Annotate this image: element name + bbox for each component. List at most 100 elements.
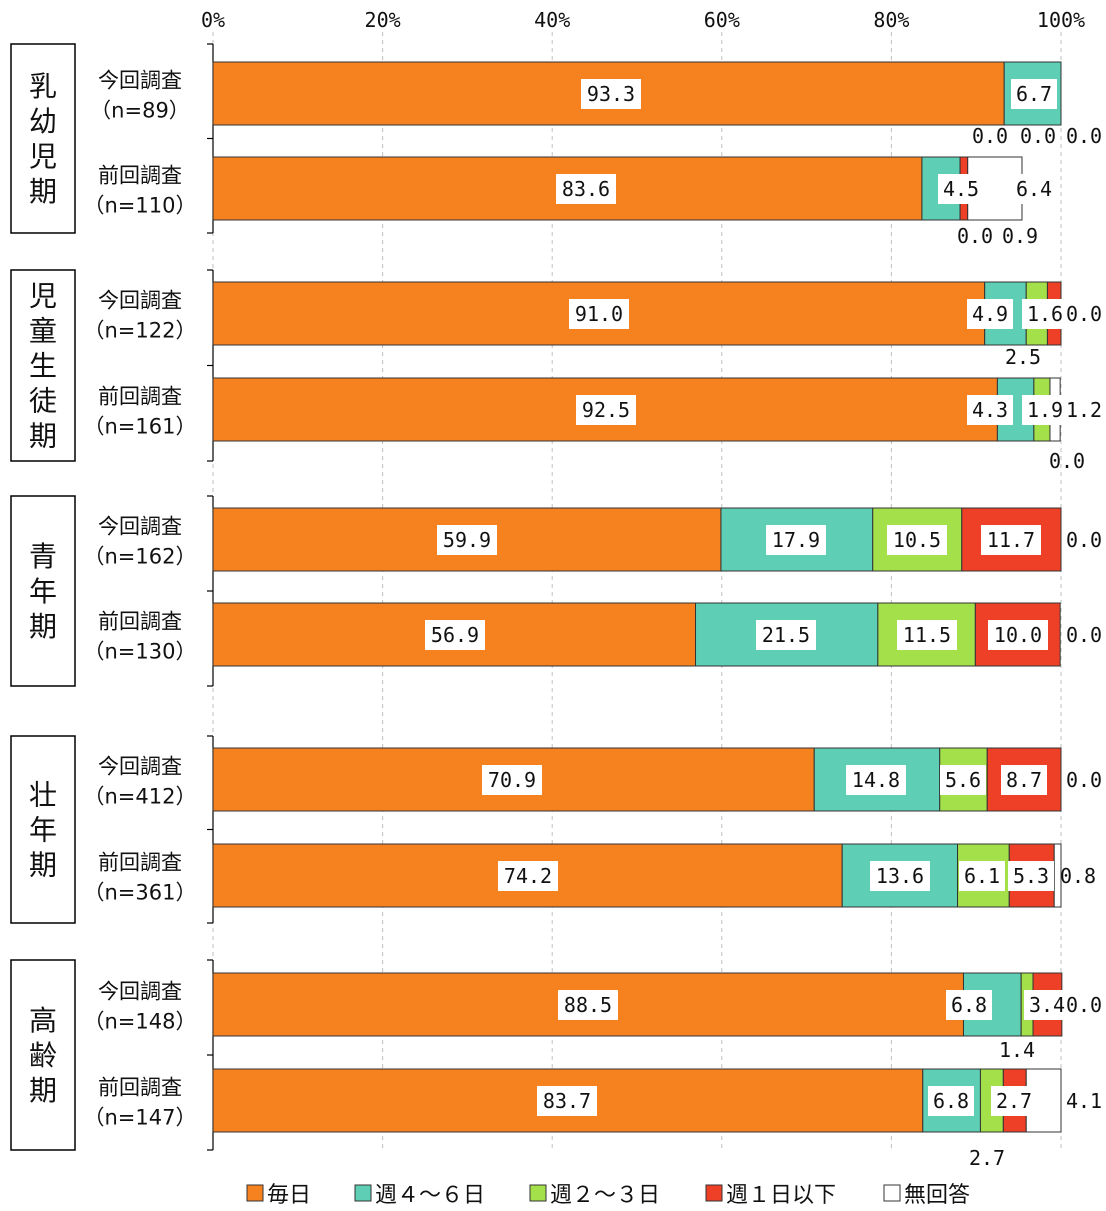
group-1: 乳幼児期 今回調査 （n=89） 93.3 6.7 0.0 0.0 0.0 前回調査 （n=110… [10,43,1102,248]
bar-row: 前回調査 （n=147） 83.7 6.8 2.7 2.7 4.1 [84,1068,1102,1170]
row-n-label: （n=130） [84,640,197,664]
row-survey-label: 今回調査 [98,69,182,93]
x-tick-label: 100% [1037,8,1085,32]
data-label-text: 2.7 [996,1089,1032,1113]
data-label-text: 59.9 [443,528,491,552]
data-label-box [537,1086,597,1116]
row-survey-label: 前回調査 [98,610,182,634]
data-label-box [988,620,1048,650]
legend-item: 毎日 [246,1183,311,1208]
data-label: 0.0 [1066,993,1102,1017]
data-label: 0.0 [972,124,1008,148]
data-label: 0.0 [1066,302,1102,326]
data-label: 5.6 [940,765,986,795]
data-label: 11.5 [897,620,957,650]
row-survey-label: 前回調査 [98,164,182,188]
data-label-box [928,1086,974,1116]
row-n-label: （n=162） [84,545,197,569]
data-label: 83.6 [556,174,616,204]
data-label: 2.5 [1005,345,1041,369]
data-label-box [940,765,986,795]
data-label-text: 4.3 [972,398,1008,422]
legend-item: 週４～６日 [354,1183,485,1208]
data-label: 93.3 [581,79,641,109]
bar-segment-1 [212,747,815,812]
data-label-text: 1.6 [1027,302,1063,326]
data-label: 0.0 [957,224,993,248]
data-label-box [938,174,984,204]
data-label-text: 0.0 [1066,623,1102,647]
data-label-text: 1.4 [999,1038,1035,1062]
legend-swatch [354,1184,372,1202]
data-label: 59.9 [437,525,497,555]
row-survey-label: 今回調査 [98,980,182,1004]
data-label-text: 0.9 [1002,224,1038,248]
data-label-text: 0.8 [1060,864,1096,888]
data-label-text: 0.0 [1066,124,1102,148]
data-label-box [1022,395,1068,425]
data-label: 6.1 [959,861,1005,891]
row-survey-label: 今回調査 [98,289,182,313]
data-label: 6.8 [946,990,992,1020]
data-label-text: 0.0 [1066,528,1102,552]
data-label: 1.6 [1022,299,1068,329]
data-label: 0.0 [1066,124,1102,148]
data-label-text: 8.7 [1006,768,1042,792]
data-label-box [946,990,992,1020]
row-n-label: （n=148） [84,1010,197,1034]
legend-label: 週１日以下 [726,1183,836,1208]
row-n-label: （n=412） [84,785,197,809]
data-label: 0.8 [1060,864,1096,888]
data-label: 1.9 [1022,395,1068,425]
data-label-text: 14.8 [852,768,900,792]
data-label: 11.7 [981,525,1041,555]
data-label-text: 6.8 [951,993,987,1017]
data-label: 6.8 [928,1086,974,1116]
legend-swatch [705,1184,723,1202]
legend: 毎日 週４～６日 週２～３日 週１日以下 無回答 [246,1183,970,1208]
data-label-text: 88.5 [564,993,612,1017]
data-label-text: 1.2 [1066,398,1102,422]
data-label-text: 11.7 [987,528,1035,552]
group-label: 青年期 [29,540,57,643]
row-survey-label: 前回調査 [98,385,182,409]
bar-row: 前回調査 （n=361） 74.2 13.6 6.1 5.3 0.8 [84,843,1096,908]
data-label: 4.9 [967,299,1013,329]
data-label: 88.5 [558,990,618,1020]
data-label-box [967,395,1013,425]
data-label-text: 5.6 [945,768,981,792]
data-label-box [1011,174,1057,204]
data-label-box [981,525,1041,555]
x-tick-label: 0% [201,8,225,32]
group-label: 高齢期 [29,1004,57,1107]
group-5: 高齢期 今回調査 （n=148） 88.5 6.8 1.4 3.4 0.0 前回調査 （n=147… [10,959,1102,1170]
bar-row: 前回調査 （n=161） 92.5 4.3 1.9 0.0 1.2 [84,377,1102,473]
data-label-text: 0.0 [1020,124,1056,148]
data-label-text: 1.9 [1027,398,1063,422]
data-label-text: 17.9 [772,528,820,552]
data-label-text: 83.6 [562,177,610,201]
group-4: 壮年期 今回調査 （n=412） 70.9 14.8 5.6 8.7 0.0 前回調査 （n=36… [10,735,1102,924]
data-label: 2.7 [991,1086,1037,1116]
x-tick-label: 80% [873,8,909,32]
data-label-box [991,1086,1037,1116]
group-3: 青年期 今回調査 （n=162） 59.9 17.9 10.5 11.7 0.0 前回調査 （n=… [10,495,1102,687]
data-label-box [576,395,636,425]
data-label-box [756,620,816,650]
data-label-box [1011,79,1057,109]
data-label-box [437,525,497,555]
data-label: 1.2 [1066,398,1102,422]
data-label-text: 6.7 [1016,82,1052,106]
legend-label: 週２～３日 [550,1183,660,1208]
data-label-box [1001,765,1047,795]
data-label-text: 74.2 [504,864,552,888]
legend-label: 週４～６日 [375,1183,485,1208]
data-label-box [558,990,618,1020]
data-label-box [498,861,558,891]
group-label-box [10,43,76,234]
data-label-text: 0.0 [1066,302,1102,326]
data-label: 92.5 [576,395,636,425]
data-label-text: 13.6 [876,864,924,888]
